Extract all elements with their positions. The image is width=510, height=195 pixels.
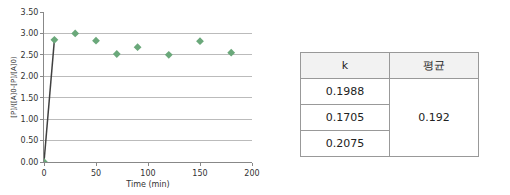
svg-text:2.00: 2.00 (21, 72, 39, 81)
svg-text:[P]/([A]0-[P]/[A]0): [P]/([A]0-[P]/[A]0) (10, 56, 18, 118)
html-text:0.1705: 0.1705 (325, 111, 365, 124)
svg-text:2.50: 2.50 (21, 51, 39, 60)
svg-text:0: 0 (41, 169, 46, 178)
html-text:0.2075: 0.2075 (325, 137, 365, 150)
svg-text:100: 100 (140, 169, 155, 178)
html-text:평균: 평균 (423, 59, 445, 72)
html-text:0.192: 0.192 (418, 111, 450, 124)
svg-text:150: 150 (192, 169, 207, 178)
html-text:0.1988: 0.1988 (325, 85, 365, 98)
svg-text:1.00: 1.00 (21, 115, 39, 124)
svg-text:200: 200 (244, 169, 259, 178)
svg-text:0.50: 0.50 (21, 136, 39, 145)
html-text:k: k (341, 59, 349, 72)
svg-text:1.50: 1.50 (21, 94, 39, 103)
svg-text:3.00: 3.00 (21, 29, 39, 38)
svg-text:Time (min): Time (min) (125, 180, 169, 189)
svg-text:3.50: 3.50 (21, 8, 39, 17)
svg-text:50: 50 (91, 169, 101, 178)
svg-text:0.00: 0.00 (21, 158, 39, 167)
